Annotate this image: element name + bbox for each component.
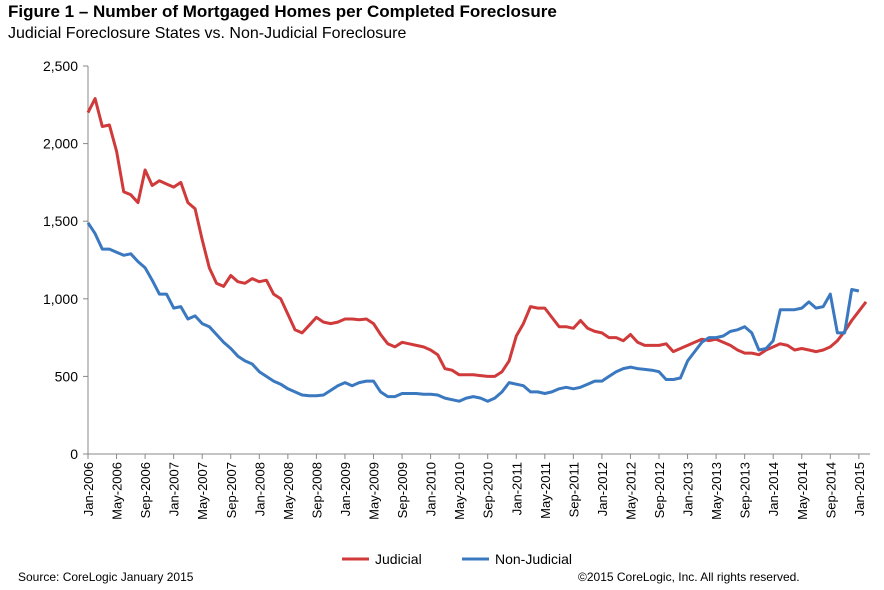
x-tick-label: Jan-2007 xyxy=(167,462,182,516)
x-tick-label: Jan-2006 xyxy=(81,462,96,516)
copyright-note: ©2015 CoreLogic, Inc. All rights reserve… xyxy=(578,570,800,584)
x-tick-label: Jan-2012 xyxy=(595,462,610,516)
x-tick-label: Jan-2014 xyxy=(766,462,781,516)
x-tick-label: May-2013 xyxy=(709,462,724,520)
x-tick-label: Jan-2009 xyxy=(338,462,353,516)
x-tick-label: May-2007 xyxy=(195,462,210,520)
x-tick-label: May-2009 xyxy=(367,462,382,520)
y-tick-label: 2,500 xyxy=(43,58,78,74)
legend-label: Non-Judicial xyxy=(495,551,572,567)
x-tick-label: Sep-2014 xyxy=(823,462,838,518)
x-tick-label: Sep-2011 xyxy=(566,462,581,517)
x-tick-label: Sep-2007 xyxy=(224,462,239,518)
source-note: Source: CoreLogic January 2015 xyxy=(18,570,194,584)
x-tick-label: May-2011 xyxy=(538,462,553,519)
x-tick-label: May-2012 xyxy=(623,462,638,520)
chart-subtitle: Judicial Foreclosure States vs. Non-Judi… xyxy=(8,25,407,42)
y-tick-label: 1,500 xyxy=(43,213,78,229)
x-tick-label: Jan-2011 xyxy=(509,462,524,515)
series-line-judicial xyxy=(86,97,868,378)
x-tick-label: Jan-2015 xyxy=(852,462,867,516)
x-tick-label: Sep-2013 xyxy=(738,462,753,518)
x-tick-label: Sep-2009 xyxy=(395,462,410,518)
y-tick-label: 1,000 xyxy=(43,291,78,307)
chart-title: Figure 1 – Number of Mortgaged Homes per… xyxy=(8,2,557,21)
x-tick-label: Jan-2013 xyxy=(681,462,696,516)
x-tick-label: May-2010 xyxy=(452,462,467,520)
x-tick-label: May-2014 xyxy=(795,462,810,520)
x-tick-label: May-2006 xyxy=(110,462,125,520)
y-tick-label: 500 xyxy=(55,368,79,384)
legend-label: Judicial xyxy=(375,551,422,567)
y-tick-label: 2,000 xyxy=(43,136,78,152)
y-tick-label: 0 xyxy=(70,446,78,462)
x-tick-label: May-2008 xyxy=(281,462,296,520)
x-tick-label: Sep-2010 xyxy=(481,462,496,518)
x-tick-label: Sep-2008 xyxy=(309,462,324,518)
x-tick-label: Jan-2010 xyxy=(424,462,439,516)
x-tick-label: Sep-2006 xyxy=(138,462,153,518)
x-tick-label: Sep-2012 xyxy=(652,462,667,518)
x-tick-label: Jan-2008 xyxy=(252,462,267,516)
